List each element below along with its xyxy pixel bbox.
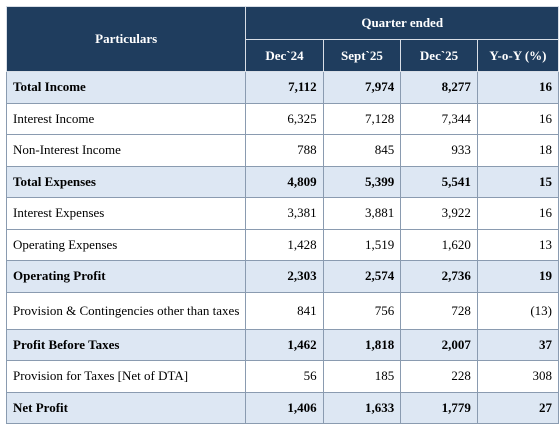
row-value: 56 [245,360,324,393]
row-label: Non-Interest Income [5,134,247,167]
row-value: 756 [322,291,402,330]
row-value: 3,381 [245,197,324,230]
table-row: Interest Income 6,325 7,128 7,344 16 [5,102,559,135]
table-row: Total Income 7,112 7,974 8,277 16 [5,71,559,104]
column-header-yoy: Y-o-Y (%) [476,39,559,72]
row-value: 845 [322,134,402,167]
column-header-dec24: Dec`24 [245,39,324,72]
row-value: 788 [245,134,324,167]
row-value: 3,922 [400,197,478,230]
row-value: 2,574 [322,260,402,293]
row-value: 1,462 [245,328,324,361]
table-row: Operating Profit 2,303 2,574 2,736 19 [5,260,559,293]
table-header: Particulars Quarter ended Dec`24 Sept`25… [5,6,559,72]
row-value: 3,881 [322,197,402,230]
row-value: 1,779 [400,391,478,424]
row-value: 16 [476,197,559,230]
row-label: Operating Profit [5,260,247,293]
row-value: 19 [476,260,559,293]
row-label: Net Profit [5,391,247,424]
column-header-dec25: Dec`25 [400,39,478,72]
particulars-header: Particulars [5,6,247,72]
table-row: Net Profit 1,406 1,633 1,779 27 [5,391,559,424]
table-body: Total Income 7,112 7,974 8,277 16 Interest In… [5,71,559,424]
quarter-ended-header: Quarter ended [245,6,559,40]
row-value: 1,428 [245,228,324,261]
row-value: 2,007 [400,328,478,361]
row-value: 4,809 [245,165,324,198]
row-value: 5,541 [400,165,478,198]
row-value: 5,399 [322,165,402,198]
table-row: Non-Interest Income 788 845 933 18 [5,134,559,167]
row-value: 1,633 [322,391,402,424]
row-label: Profit Before Taxes [5,328,247,361]
row-value: 728 [400,291,478,330]
row-value: 2,736 [400,260,478,293]
table-row: Operating Expenses 1,428 1,519 1,620 13 [5,228,559,261]
row-value: 841 [245,291,324,330]
row-label: Interest Expenses [5,197,247,230]
row-label: Total Income [5,71,247,104]
row-label: Provision & Contingencies other than tax… [5,291,247,330]
row-value: 228 [400,360,478,393]
row-value: 1,406 [245,391,324,424]
row-label: Operating Expenses [5,228,247,261]
table-row: Total Expenses 4,809 5,399 5,541 15 [5,165,559,198]
column-header-sept25: Sept`25 [322,39,402,72]
row-value: 2,303 [245,260,324,293]
row-value: 8,277 [400,71,478,104]
row-value: (13) [476,291,559,330]
table-row: Profit Before Taxes 1,462 1,818 2,007 37 [5,328,559,361]
row-value: 1,818 [322,328,402,361]
row-value: 16 [476,71,559,104]
table-row: Interest Expenses 3,381 3,881 3,922 16 [5,197,559,230]
row-value: 1,519 [322,228,402,261]
row-value: 7,112 [245,71,324,104]
row-value: 7,974 [322,71,402,104]
row-label: Interest Income [5,102,247,135]
row-label: Provision for Taxes [Net of DTA] [5,360,247,393]
row-value: 185 [322,360,402,393]
row-value: 15 [476,165,559,198]
table-row: Provision & Contingencies other than tax… [5,291,559,330]
row-value: 7,344 [400,102,478,135]
row-value: 7,128 [322,102,402,135]
row-value: 16 [476,102,559,135]
row-value: 933 [400,134,478,167]
table-row: Provision for Taxes [Net of DTA] 56 185 228… [5,360,559,393]
financial-results-table: Particulars Quarter ended Dec`24 Sept`25… [5,6,559,424]
row-label: Total Expenses [5,165,247,198]
row-value: 27 [476,391,559,424]
row-value: 6,325 [245,102,324,135]
row-value: 37 [476,328,559,361]
row-value: 308 [476,360,559,393]
row-value: 18 [476,134,559,167]
row-value: 1,620 [400,228,478,261]
row-value: 13 [476,228,559,261]
